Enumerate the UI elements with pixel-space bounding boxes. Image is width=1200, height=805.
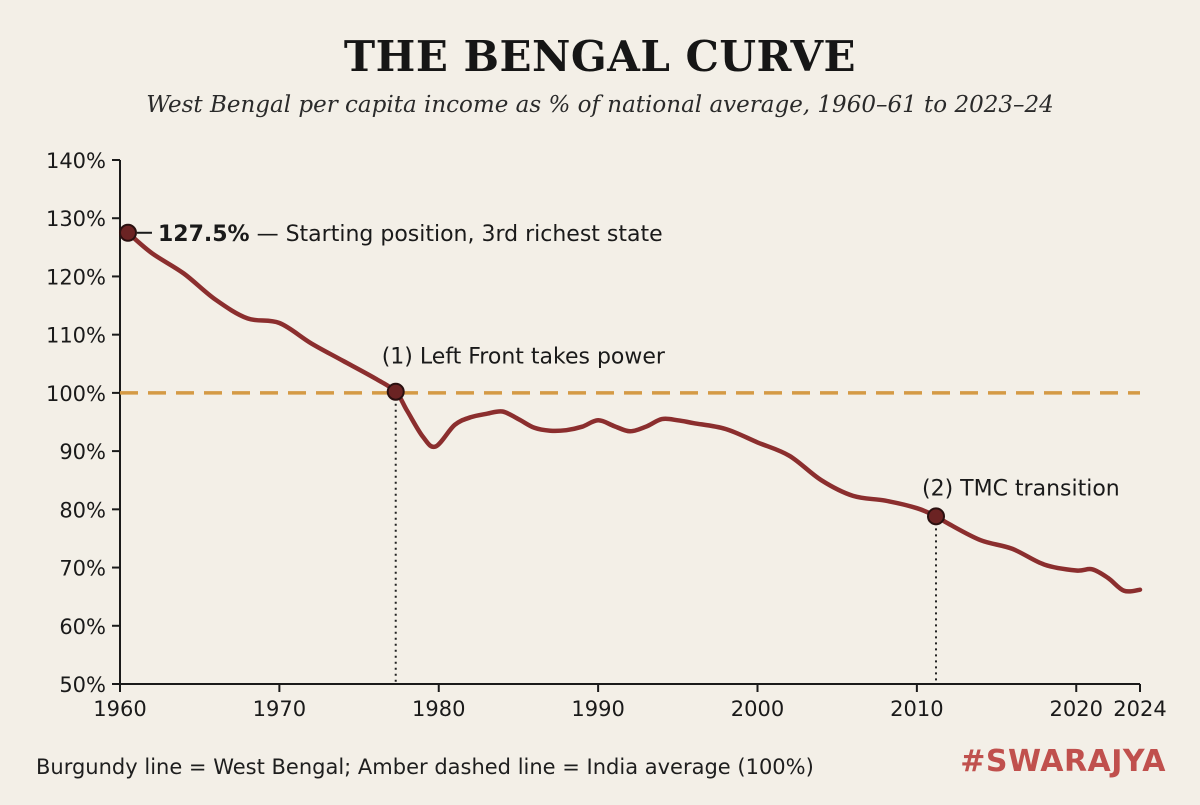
- y-tick-label: 100%: [46, 382, 106, 406]
- y-tick-label: 50%: [59, 673, 106, 697]
- x-tick-label: 1980: [412, 697, 465, 721]
- chart-title: THE BENGAL CURVE: [343, 32, 857, 81]
- tmc-annotation: (2) TMC transition: [922, 476, 1120, 501]
- start-value-label: 127.5%: [158, 222, 250, 247]
- annotation-droplines: [394, 391, 937, 684]
- annotation-labels: 127.5% — Starting position, 3rd richest …: [136, 222, 1120, 501]
- y-axis-ticks: 50% 60% 70% 80% 90% 100% 110% 120% 130% 140%: [46, 149, 120, 697]
- x-tick-label: 2024: [1113, 697, 1166, 721]
- y-tick-label: 130%: [46, 207, 106, 231]
- y-tick-label: 80%: [59, 498, 106, 522]
- y-tick-label: 70%: [59, 557, 106, 581]
- x-tick-label: 1960: [93, 697, 146, 721]
- y-tick-label: 120%: [46, 265, 106, 289]
- chart-subtitle: West Bengal per capita income as % of na…: [146, 92, 1054, 118]
- y-tick-label: 140%: [46, 149, 106, 173]
- annotation-marker: [118, 223, 137, 242]
- brand-logo: #SWARAJYA: [960, 744, 1166, 779]
- annotation-marker: [927, 507, 945, 526]
- annotation-markers: [118, 223, 945, 526]
- x-tick-label: 2000: [731, 697, 784, 721]
- left-front-annotation: (1) Left Front takes power: [382, 345, 666, 370]
- footnote: Burgundy line = West Bengal; Amber dashe…: [36, 755, 814, 779]
- y-tick-label: 60%: [59, 615, 106, 639]
- x-tick-label: 1970: [253, 697, 306, 721]
- x-tick-label: 2020: [1050, 697, 1103, 721]
- x-axis-ticks: 1960 1970 1980 1990 2000 2010 2020 2024: [93, 684, 1167, 721]
- annotation-marker: [386, 382, 405, 401]
- x-tick-label: 1990: [571, 697, 624, 721]
- y-tick-label: 110%: [46, 324, 106, 348]
- start-annotation: 127.5% — Starting position, 3rd richest …: [158, 222, 663, 247]
- west-bengal-line: [125, 230, 1143, 594]
- y-tick-label: 90%: [59, 440, 106, 464]
- x-tick-label: 2010: [890, 697, 943, 721]
- start-description-label: — Starting position, 3rd richest state: [250, 222, 663, 247]
